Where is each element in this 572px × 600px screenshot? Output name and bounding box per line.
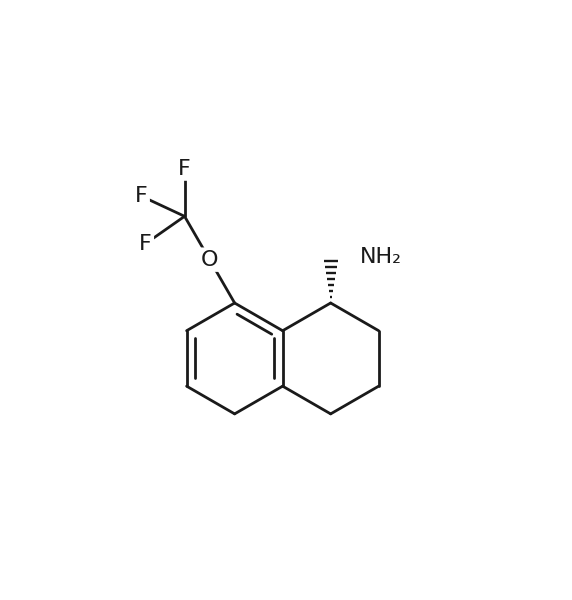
Text: F: F [178, 158, 191, 179]
Text: F: F [135, 186, 148, 206]
Text: NH₂: NH₂ [360, 247, 402, 267]
Text: O: O [201, 250, 219, 269]
Text: F: F [139, 233, 152, 254]
